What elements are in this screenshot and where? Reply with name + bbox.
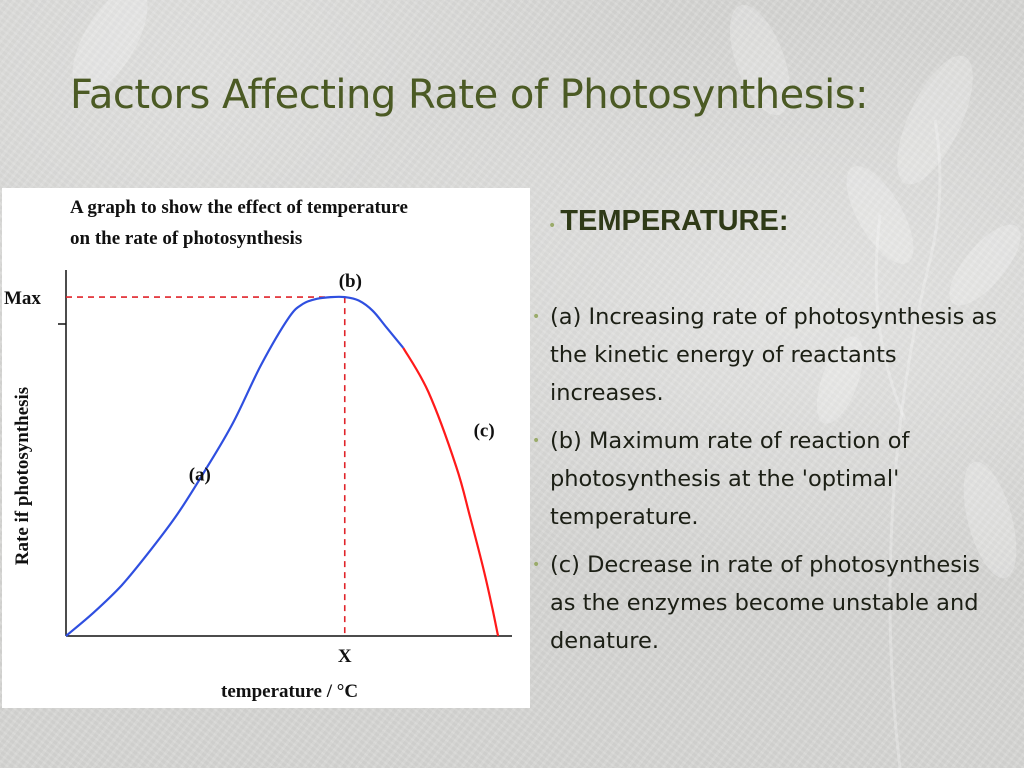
explanation-point-a: • (a) Increasing rate of photosynthesis … [532, 298, 1012, 412]
explanation-list: • (a) Increasing rate of photosynthesis … [532, 298, 1012, 660]
annotation-a-label: (a) [189, 464, 211, 485]
explanation-point-text: (a) Increasing rate of photosynthesis as… [550, 304, 997, 406]
explanation-point-b: • (b) Maximum rate of reaction of photos… [532, 422, 1012, 536]
chart-title-line-1: A graph to show the effect of temperatur… [70, 197, 408, 218]
explanation-column: • TEMPERATURE: • (a) Increasing rate of … [532, 205, 1012, 670]
explanation-point-text: (c) Decrease in rate of photosynthesis a… [550, 552, 980, 654]
explanation-point-c: • (c) Decrease in rate of photosynthesis… [532, 546, 1012, 660]
section-heading: TEMPERATURE: [560, 205, 789, 237]
bullet-icon: • [548, 218, 557, 234]
falling-rate-curve [402, 347, 500, 637]
x-tick-x-label: X [338, 646, 352, 667]
bullet-icon: • [532, 557, 541, 573]
bullet-icon: • [532, 309, 541, 325]
bullet-icon: • [532, 433, 541, 449]
x-axis-label: temperature / °C [221, 681, 358, 702]
annotation-c-label: (c) [474, 420, 495, 441]
chart-title-line-2: on the rate of photosynthesis [70, 228, 302, 249]
explanation-point-text: (b) Maximum rate of reaction of photosyn… [550, 428, 910, 530]
rising-rate-curve [65, 295, 405, 637]
temperature-rate-chart: A graph to show the effect of temperatur… [4, 197, 512, 702]
annotation-b-label: (b) [339, 271, 362, 292]
y-axis-label: Rate if photosynthesis [12, 387, 33, 565]
y-tick-max-label: Max [4, 288, 41, 309]
slide-title: Factors Affecting Rate of Photosynthesis… [70, 72, 869, 118]
temperature-chart-panel: A graph to show the effect of temperatur… [2, 188, 530, 708]
temperature-heading-row: • TEMPERATURE: [548, 205, 1012, 238]
